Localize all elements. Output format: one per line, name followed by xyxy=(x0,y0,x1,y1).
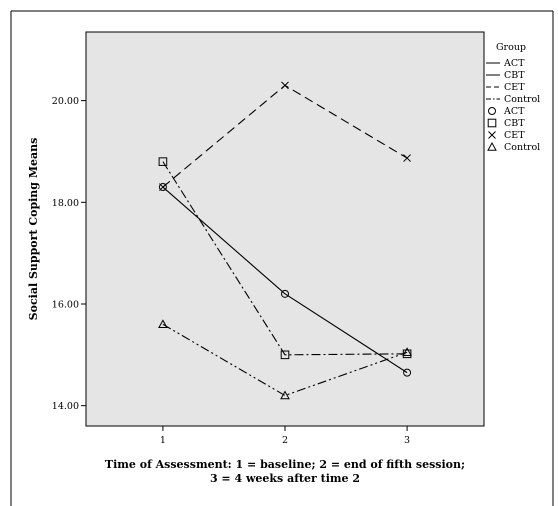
x-tick-label: 2 xyxy=(282,435,288,446)
y-tick-label: 14.00 xyxy=(52,401,79,412)
legend-marker-label: Control xyxy=(504,142,540,153)
y-tick-label: 18.00 xyxy=(52,198,79,209)
legend-line-label: ACT xyxy=(503,58,525,69)
x-axis-title-line1: Time of Assessment: 1 = baseline; 2 = en… xyxy=(105,458,465,471)
legend-line-label: CBT xyxy=(504,70,525,81)
data-point-control xyxy=(402,347,412,356)
y-tick-label: 16.00 xyxy=(52,299,79,310)
x-tick-label: 1 xyxy=(160,435,166,446)
y-axis-title: Social Support Coping Means xyxy=(27,138,40,321)
legend-marker-swatch xyxy=(487,118,497,128)
data-point-cbt xyxy=(158,157,168,166)
plot-area xyxy=(85,31,485,427)
y-tick-label: 20.00 xyxy=(52,96,79,107)
series-line-act xyxy=(162,186,408,374)
y-axis: 14.00 16.00 18.00 20.00 xyxy=(52,96,86,412)
legend-marker-label: CET xyxy=(504,130,525,141)
legend-title: Group xyxy=(496,42,526,53)
legend-marker-label: CBT xyxy=(504,118,525,129)
data-point-cet xyxy=(159,183,167,191)
series-line-control xyxy=(162,323,408,397)
legend-marker-swatch xyxy=(488,131,496,139)
series-line-cbt xyxy=(162,161,408,356)
legend-marker-label: ACT xyxy=(503,106,525,117)
legend-marker-swatch xyxy=(488,107,496,115)
legend-line-label: Control xyxy=(504,94,540,105)
data-point-cet xyxy=(281,81,289,90)
x-tick-label: 3 xyxy=(404,435,410,446)
data-point-cet xyxy=(403,154,411,162)
data-point-control xyxy=(158,319,168,329)
legend-marker-swatch xyxy=(487,141,497,151)
data-point-act xyxy=(281,289,289,298)
data-point-control xyxy=(280,390,290,400)
series-layer xyxy=(158,81,412,400)
legend-line-label: CET xyxy=(504,82,525,93)
data-point-cbt xyxy=(280,350,290,360)
x-axis: 1 2 3 xyxy=(160,426,410,446)
data-point-act xyxy=(403,368,412,377)
x-axis-title-line2: 3 = 4 weeks after time 2 xyxy=(210,472,360,485)
data-point-act xyxy=(158,183,167,192)
